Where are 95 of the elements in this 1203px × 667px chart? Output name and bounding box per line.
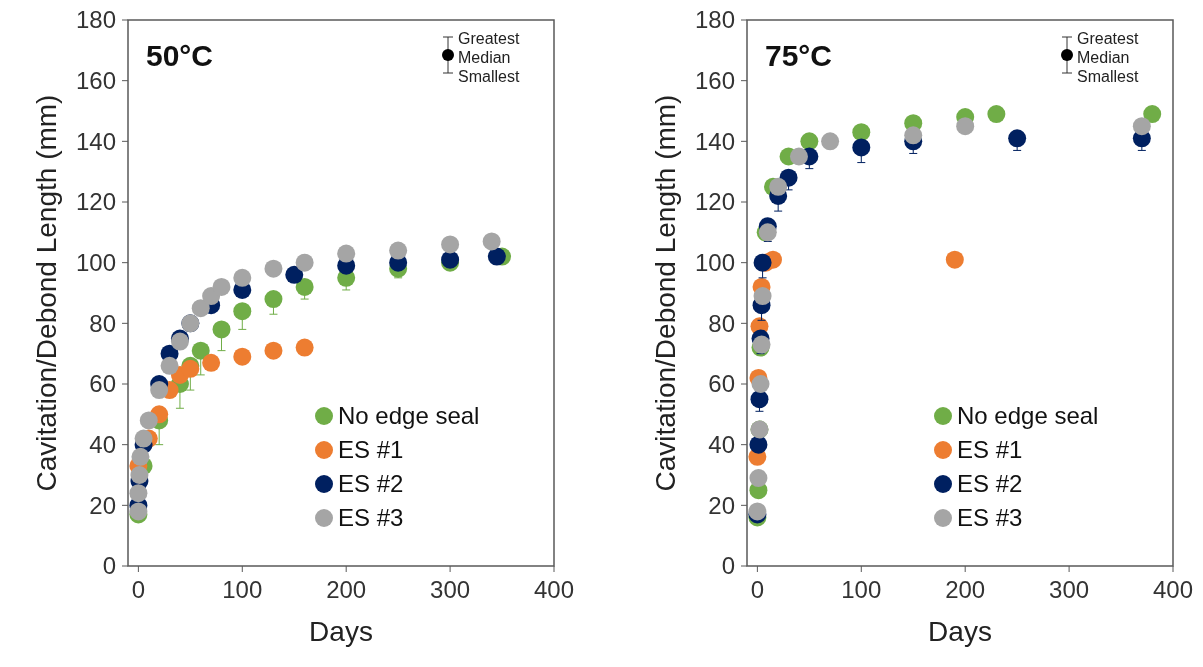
y-tick-label: 0 <box>721 552 735 580</box>
point <box>233 302 252 321</box>
point <box>233 268 252 287</box>
legend-label: ES #1 <box>338 436 404 464</box>
point <box>852 138 871 157</box>
y-tick-label: 80 <box>708 309 735 337</box>
point <box>295 253 314 272</box>
point <box>800 132 819 151</box>
y-tick-label: 140 <box>694 127 735 155</box>
y-tick-label: 20 <box>89 491 116 519</box>
y-tick-label: 160 <box>694 67 735 95</box>
point <box>134 429 153 448</box>
point <box>160 356 179 375</box>
point <box>441 235 460 254</box>
point <box>945 250 964 269</box>
x-tick-label: 0 <box>750 576 765 603</box>
point <box>295 277 314 296</box>
point <box>233 347 252 366</box>
point <box>264 341 283 360</box>
annotation: Median <box>458 49 511 66</box>
y-tick-label: 120 <box>694 188 735 216</box>
y-tick-label: 180 <box>75 6 116 34</box>
x-tick-label: 400 <box>533 576 575 603</box>
x-axis-title: Days <box>928 616 992 647</box>
text: 75°C <box>765 39 833 72</box>
point <box>285 265 304 284</box>
point <box>212 320 231 339</box>
annotation: Greatest <box>1077 30 1139 47</box>
point <box>295 338 314 357</box>
point <box>769 177 788 196</box>
y-tick-label: 60 <box>89 370 116 398</box>
point <box>202 353 221 372</box>
point <box>749 469 768 488</box>
legend-label: No edge seal <box>957 402 1099 430</box>
legend-label: No edge seal <box>338 402 480 430</box>
point <box>264 259 283 278</box>
y-tick-label: 40 <box>708 431 735 459</box>
legend-label: ES #2 <box>957 470 1023 498</box>
text: 50°C <box>146 39 214 72</box>
point <box>487 247 506 266</box>
point <box>1143 105 1162 124</box>
x-tick-label: 300 <box>430 576 471 603</box>
point <box>789 147 808 166</box>
x-axis-title: Days <box>309 616 373 647</box>
annotation: Median <box>1077 49 1130 66</box>
point <box>852 123 871 142</box>
point <box>337 244 356 263</box>
annotation: Smallest <box>458 68 520 85</box>
y-tick-label: 60 <box>708 370 735 398</box>
point <box>191 299 210 318</box>
legend-label: ES #3 <box>338 504 404 532</box>
y-tick-label: 20 <box>708 491 735 519</box>
y-tick-label: 100 <box>694 249 735 277</box>
point <box>821 132 840 151</box>
point <box>749 435 768 454</box>
point <box>389 241 408 260</box>
x-tick-label: 300 <box>1049 576 1090 603</box>
x-tick-label: 100 <box>841 576 882 603</box>
point <box>750 390 769 409</box>
y-tick-label: 0 <box>102 552 116 580</box>
point <box>130 466 149 484</box>
y-tick-label: 80 <box>89 309 116 337</box>
y-tick-label: 40 <box>89 431 116 459</box>
point <box>956 117 975 136</box>
y-tick-label: 160 <box>75 67 116 95</box>
point <box>264 290 283 309</box>
legend-label: ES #1 <box>957 436 1023 464</box>
y-tick-label: 120 <box>75 188 116 216</box>
point <box>1132 117 1151 136</box>
point <box>129 484 148 503</box>
point <box>191 341 210 360</box>
x-tick-label: 100 <box>222 576 263 603</box>
x-tick-label: 200 <box>326 576 367 603</box>
point <box>482 232 501 251</box>
y-axis-title: Cavitation/Debond Length (mm) <box>650 94 681 492</box>
y-axis-title: Cavitation/Debond Length (mm) <box>31 94 62 492</box>
point <box>1008 129 1027 148</box>
annotation: Smallest <box>1077 68 1139 85</box>
y-tick-label: 140 <box>75 127 116 155</box>
point <box>753 287 772 306</box>
point <box>150 381 169 400</box>
x-tick-label: 400 <box>1152 576 1194 603</box>
annotation: Greatest <box>458 30 520 47</box>
point <box>751 375 770 393</box>
y-tick-label: 180 <box>694 6 735 34</box>
point <box>987 105 1006 124</box>
y-tick-label: 100 <box>75 249 116 277</box>
point <box>904 126 923 145</box>
x-tick-label: 200 <box>945 576 986 603</box>
legend-label: ES #2 <box>338 470 404 498</box>
legend-label: ES #3 <box>957 504 1023 532</box>
point <box>139 411 158 430</box>
point <box>131 447 150 466</box>
point <box>212 277 231 296</box>
x-tick-label: 0 <box>131 576 146 603</box>
